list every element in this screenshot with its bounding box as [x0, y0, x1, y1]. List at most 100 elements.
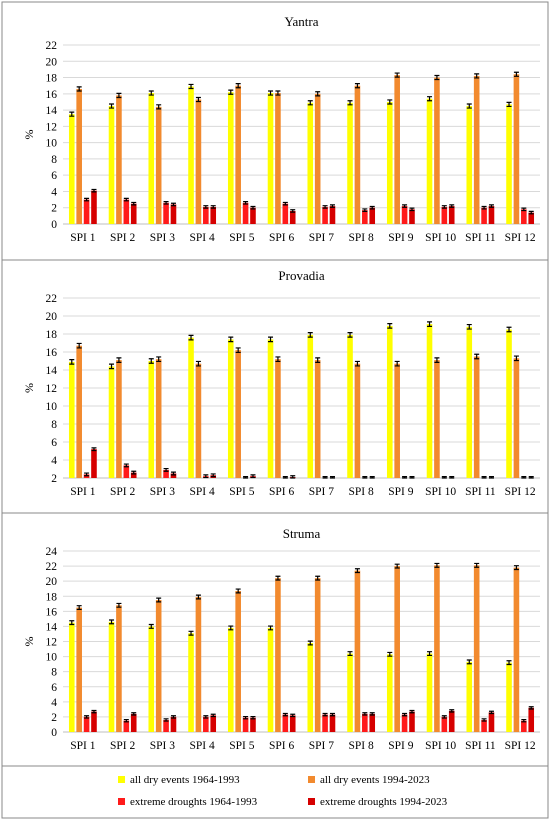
- provadia-bar-all-dry-1964-1993: [108, 366, 115, 478]
- yantra-x-tick-label: SPI 1: [70, 232, 95, 244]
- struma-x-tick-label: SPI 5: [229, 740, 254, 752]
- provadia-bar-extreme-1994-2023: [170, 473, 177, 478]
- struma-bar-extreme-1994-2023: [250, 717, 256, 732]
- yantra-error-bar-extreme-1964-1993: [441, 205, 447, 209]
- provadia-error-bar-all-dry-1964-1993: [109, 363, 115, 370]
- yantra-error-bar-extreme-1994-2023: [210, 205, 216, 209]
- provadia-error-bar-extreme-1964-1993: [163, 467, 169, 472]
- struma-error-bar-extreme-1964-1993: [521, 718, 527, 723]
- yantra-error-bar-all-dry-1964-1993: [506, 101, 512, 108]
- yantra-x-tick-label: SPI 10: [425, 232, 456, 244]
- struma-error-bar-all-dry-1964-1993: [188, 630, 194, 636]
- struma-bar-extreme-1964-1993: [401, 714, 408, 732]
- struma-y-tick-label: 20: [46, 576, 58, 588]
- yantra-error-bar-all-dry-1964-1993: [268, 90, 274, 96]
- struma-bar-all-dry-1964-1993: [267, 627, 274, 732]
- yantra-bar-all-dry-1964-1993: [307, 102, 314, 224]
- struma-bar-extreme-1964-1993: [322, 714, 328, 732]
- yantra-chart-title: Yantra: [284, 14, 318, 29]
- provadia-error-bar-all-dry-1994-2023: [275, 356, 281, 363]
- legend-frame: [1, 765, 549, 819]
- yantra-error-bar-all-dry-1964-1993: [427, 96, 433, 102]
- struma-y-tick-label: 22: [46, 561, 58, 573]
- legend-label-all-dry-1964-1993: all dry events 1964-1993: [130, 774, 240, 786]
- yantra-y-tick-label: 12: [46, 121, 58, 133]
- yantra-y-tick-label: 22: [46, 40, 58, 52]
- legend-swatch-extreme-1964-1993: [118, 798, 125, 805]
- legend-swatch-extreme-1994-2023: [308, 798, 315, 805]
- struma-x-tick-label: SPI 1: [70, 740, 95, 752]
- provadia-error-bar-all-dry-1964-1993: [387, 323, 393, 329]
- struma-x-tick-label: SPI 2: [110, 740, 135, 752]
- struma-bar-extreme-1964-1993: [441, 716, 448, 732]
- provadia-error-bar-extreme-1964-1993: [203, 474, 209, 479]
- yantra-error-bar-all-dry-1994-2023: [394, 72, 400, 78]
- provadia-error-bar-all-dry-1994-2023: [116, 357, 122, 363]
- struma-x-tick-label: SPI 10: [425, 740, 456, 752]
- provadia-error-bar-extreme-1964-1993: [84, 472, 90, 477]
- yantra-y-tick-label: 10: [46, 138, 58, 150]
- provadia-error-bar-extreme-1964-1993: [521, 476, 527, 479]
- yantra-bar-all-dry-1994-2023: [155, 106, 162, 224]
- provadia-bar-all-dry-1964-1993: [386, 325, 393, 478]
- struma-error-bar-all-dry-1994-2023: [76, 605, 82, 611]
- provadia-y-tick-label: 14: [46, 365, 58, 377]
- yantra-y-tick-label: 16: [46, 89, 58, 101]
- provadia-error-bar-all-dry-1994-2023: [195, 360, 201, 367]
- provadia-x-tick-label: SPI 1: [70, 486, 95, 498]
- provadia-bar-extreme-1994-2023: [130, 472, 137, 478]
- struma-error-bar-extreme-1964-1993: [481, 718, 487, 722]
- provadia-bar-all-dry-1994-2023: [434, 360, 440, 478]
- provadia-bar-all-dry-1994-2023: [354, 363, 361, 478]
- yantra-y-tick-label: 18: [46, 73, 58, 85]
- yantra-error-bar-extreme-1994-2023: [250, 205, 256, 210]
- struma-bar-all-dry-1964-1993: [108, 621, 115, 732]
- yantra-error-bar-extreme-1994-2023: [528, 210, 534, 215]
- yantra-bar-all-dry-1994-2023: [354, 85, 361, 224]
- struma-error-bar-all-dry-1964-1993: [69, 620, 75, 626]
- struma-bar-all-dry-1964-1993: [426, 653, 433, 732]
- struma-bar-extreme-1994-2023: [528, 707, 535, 732]
- provadia-error-bar-all-dry-1964-1993: [268, 336, 274, 343]
- struma-y-tick-label: 0: [51, 727, 57, 739]
- provadia-error-bar-extreme-1964-1993: [362, 476, 368, 479]
- yantra-bar-extreme-1964-1993: [521, 209, 527, 224]
- provadia-bar-all-dry-1994-2023: [76, 345, 82, 478]
- yantra-error-bar-all-dry-1994-2023: [76, 86, 82, 92]
- provadia-y-tick-label: 20: [46, 311, 58, 323]
- yantra-bar-all-dry-1964-1993: [347, 102, 353, 224]
- struma-bar-extreme-1964-1993: [282, 714, 289, 732]
- yantra-bar-extreme-1964-1993: [322, 206, 328, 224]
- provadia-x-tick-label: SPI 7: [309, 486, 334, 498]
- yantra-bar-extreme-1994-2023: [289, 210, 296, 224]
- yantra-bar-all-dry-1964-1993: [108, 106, 115, 224]
- struma-error-bar-extreme-1964-1993: [441, 715, 447, 719]
- yantra-x-tick-label: SPI 8: [349, 232, 374, 244]
- provadia-error-bar-extreme-1964-1993: [481, 476, 487, 479]
- yantra-bar-all-dry-1994-2023: [513, 74, 520, 224]
- yantra-bar-all-dry-1964-1993: [68, 114, 75, 224]
- yantra-error-bar-all-dry-1964-1993: [148, 90, 154, 96]
- provadia-bar-all-dry-1994-2023: [155, 359, 162, 478]
- yantra-error-bar-extreme-1964-1993: [243, 201, 249, 205]
- yantra-bar-extreme-1964-1993: [242, 202, 249, 224]
- struma-y-tick-label: 18: [46, 591, 58, 603]
- yantra-bar-extreme-1994-2023: [210, 206, 217, 224]
- yantra-bar-extreme-1994-2023: [528, 212, 535, 224]
- provadia-error-bar-all-dry-1964-1993: [506, 326, 512, 333]
- provadia-bar-extreme-1964-1993: [123, 465, 130, 478]
- struma-y-tick-label: 14: [46, 621, 58, 633]
- provadia-y-tick-label: 8: [51, 419, 57, 431]
- provadia-x-tick-label: SPI 12: [505, 486, 536, 498]
- struma-error-bar-extreme-1964-1993: [84, 715, 90, 719]
- yantra-bar-extreme-1964-1993: [401, 206, 408, 224]
- provadia-error-bar-extreme-1994-2023: [369, 476, 375, 479]
- yantra-bar-all-dry-1994-2023: [314, 93, 321, 225]
- struma-error-bar-all-dry-1994-2023: [434, 562, 440, 568]
- struma-bar-all-dry-1994-2023: [314, 578, 321, 732]
- struma-x-tick-label: SPI 9: [388, 740, 413, 752]
- struma-error-bar-all-dry-1964-1993: [506, 660, 512, 666]
- yantra-bar-all-dry-1994-2023: [76, 88, 82, 224]
- provadia-error-bar-all-dry-1994-2023: [394, 360, 400, 367]
- yantra-bar-all-dry-1994-2023: [235, 85, 241, 224]
